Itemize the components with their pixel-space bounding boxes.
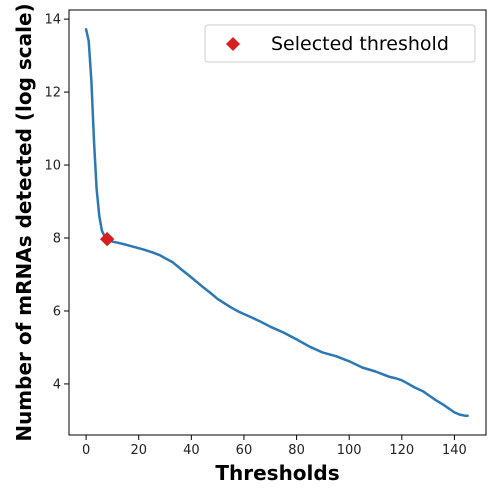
x-axis-title: Thresholds	[215, 461, 339, 485]
y-tick-label: 10	[44, 159, 61, 174]
legend: Selected threshold	[204, 24, 476, 63]
x-axis: 0 20 40 60 80 100 120 140	[82, 435, 467, 458]
x-tick-label: 120	[389, 443, 414, 458]
plot-frame	[68, 9, 487, 436]
x-tick-label: 40	[183, 443, 200, 458]
series-layer	[84, 28, 469, 417]
selected-threshold-marker	[99, 231, 115, 247]
x-tick-label: 100	[337, 443, 362, 458]
legend-diamond-marker	[226, 37, 240, 51]
x-tick-label: 20	[130, 443, 147, 458]
y-tick-label: 14	[44, 13, 61, 28]
series-line	[84, 28, 469, 417]
y-tick-label: 4	[53, 377, 61, 392]
x-tick-label: 0	[82, 443, 90, 458]
y-axis-title: Number of mRNAs detected (log scale)	[12, 3, 36, 441]
x-tick-label: 140	[442, 443, 467, 458]
marker-layer	[99, 231, 115, 247]
y-tick-label: 6	[53, 304, 61, 319]
y-axis: 4 6 8 10 12 14	[44, 13, 69, 392]
x-tick-label: 60	[236, 443, 253, 458]
legend-box	[204, 24, 476, 63]
x-tick-label: 80	[288, 443, 305, 458]
plot-area	[68, 9, 487, 436]
y-tick-label: 8	[53, 232, 61, 247]
legend-entry-selected-threshold: Selected threshold	[271, 33, 449, 55]
y-tick-label: 12	[44, 86, 61, 101]
